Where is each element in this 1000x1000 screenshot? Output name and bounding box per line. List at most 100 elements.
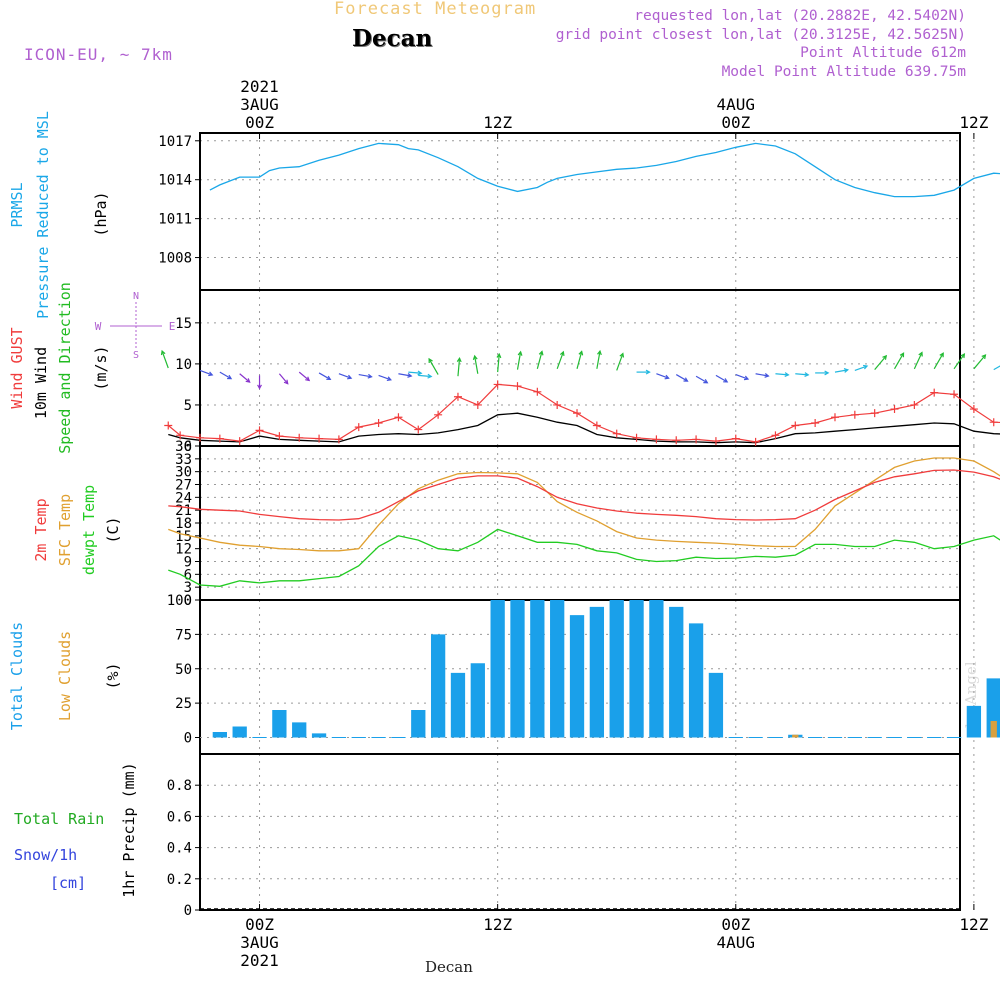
wind-direction-arrow — [675, 374, 689, 382]
arrow-shaft — [318, 372, 331, 380]
wind-direction-arrow — [378, 374, 392, 382]
ytick-label-temperature: 3 — [184, 580, 192, 596]
ytick-label-precipitation: 0.6 — [167, 809, 192, 825]
ytick-label-precipitation: 0.2 — [167, 872, 192, 888]
wind-direction-arrow — [298, 371, 311, 382]
ytick-label-precipitation: 0.8 — [167, 778, 192, 794]
low-cloud-bar — [792, 734, 799, 738]
arrow-shaft — [418, 374, 432, 378]
wind-direction-arrow — [993, 365, 1000, 371]
wind-direction-arrow — [496, 352, 502, 373]
wind-direction-arrow — [815, 370, 830, 376]
wind-direction-arrow — [160, 349, 169, 369]
gust-marker — [930, 388, 939, 397]
ylabel-snow-per-hour: Snow/1h — [14, 846, 77, 864]
wind-direction-arrow — [408, 370, 423, 376]
arrow-head — [939, 352, 944, 358]
total-cloud-bar — [232, 726, 247, 738]
ylabel-percent: (%) — [104, 662, 122, 689]
wind-direction-arrow — [428, 357, 439, 375]
arrow-head — [960, 353, 966, 359]
wind-direction-arrow — [834, 368, 850, 373]
arrow-head — [645, 369, 651, 375]
gust-marker — [374, 419, 383, 428]
arrow-shaft — [616, 353, 624, 371]
wind-direction-arrow — [358, 373, 373, 379]
ytick-label-wind: 10 — [175, 357, 192, 373]
gust-marker — [612, 429, 621, 438]
ytick-label-temperature: 6 — [184, 567, 192, 583]
arrow-shaft — [556, 351, 564, 370]
ytick-label-temperature: 24 — [175, 490, 192, 506]
ylabel-low-clouds: Low Clouds — [56, 631, 74, 721]
ytick-label-wind: 0 — [184, 439, 192, 455]
ytick-label-pressure: 1017 — [158, 134, 192, 150]
ytick-label-pressure: 1011 — [158, 212, 192, 228]
gust-marker — [176, 431, 185, 440]
wind-direction-arrow — [556, 350, 565, 370]
ytick-label-precipitation: 0 — [184, 903, 192, 919]
total-cloud-bar — [272, 710, 287, 738]
gust-marker — [394, 413, 403, 422]
compass-east: E — [169, 320, 176, 333]
wind-direction-arrow — [854, 364, 869, 372]
gust-marker — [632, 433, 641, 442]
ylabel-2m-temp: 2m Temp — [32, 498, 50, 561]
arrow-head — [456, 357, 462, 363]
wind-direction-arrow — [456, 357, 462, 377]
wind-direction-arrow — [656, 373, 670, 380]
arrow-head — [723, 378, 729, 383]
gust-marker — [275, 432, 284, 441]
gust-marker — [969, 405, 978, 414]
ytick-label-clouds: 0 — [184, 731, 192, 747]
ytick-label-wind: 5 — [184, 398, 192, 414]
bottom-hour-label: 12Z — [959, 915, 988, 934]
arrow-head — [472, 354, 478, 361]
wind-direction-arrow — [775, 372, 790, 378]
ytick-label-temperature: 30 — [175, 465, 192, 481]
total-cloud-bar — [569, 615, 585, 738]
grid-pressure — [200, 133, 975, 290]
panel-frame-pressure — [199, 132, 961, 291]
wind-gust-line — [167, 383, 1000, 443]
arrow-head — [743, 375, 750, 381]
arrow-head — [863, 364, 869, 370]
ylabel-speed-direction: Speed and Direction — [56, 282, 74, 454]
total-cloud-bar — [450, 672, 466, 738]
gust-marker — [870, 409, 879, 418]
arrow-shaft — [854, 365, 868, 372]
top-hour-label: 00Z — [721, 113, 750, 132]
gust-marker — [196, 433, 204, 442]
wind-direction-arrow — [199, 369, 214, 377]
arrow-shaft — [516, 351, 522, 370]
ylabel-1hr-precip: 1hr Precip (mm) — [120, 762, 138, 897]
arrow-head — [428, 357, 433, 363]
meteogram-title: Forecast Meteogram — [334, 0, 537, 19]
ylabel-ms: (m/s) — [92, 345, 110, 390]
ytick-label-clouds: 75 — [175, 627, 192, 643]
gust-marker — [791, 421, 800, 430]
compass-south: S — [133, 350, 139, 361]
wind-direction-arrow — [735, 374, 750, 381]
ytick-label-temperature: 9 — [184, 555, 192, 571]
arrow-shaft — [428, 358, 439, 375]
wind-direction-arrow — [472, 354, 479, 374]
arrow-shaft — [358, 373, 372, 378]
total-cloud-bar — [669, 606, 684, 738]
total-cloud-bar — [490, 600, 505, 738]
arrow-head — [981, 354, 987, 360]
gust-marker — [255, 426, 264, 435]
gust-marker — [354, 423, 363, 432]
arrow-shaft — [755, 373, 769, 377]
arrow-shaft — [953, 353, 965, 370]
ytick-label-temperature: 27 — [175, 478, 192, 494]
arrow-head — [257, 384, 262, 390]
arrow-shaft — [834, 369, 848, 373]
arrow-head — [824, 370, 830, 376]
arrow-shaft — [161, 350, 169, 369]
arrow-head — [347, 374, 353, 380]
gust-marker — [334, 435, 343, 444]
grid-temperature — [200, 446, 975, 600]
wind-direction-arrow — [973, 354, 987, 370]
